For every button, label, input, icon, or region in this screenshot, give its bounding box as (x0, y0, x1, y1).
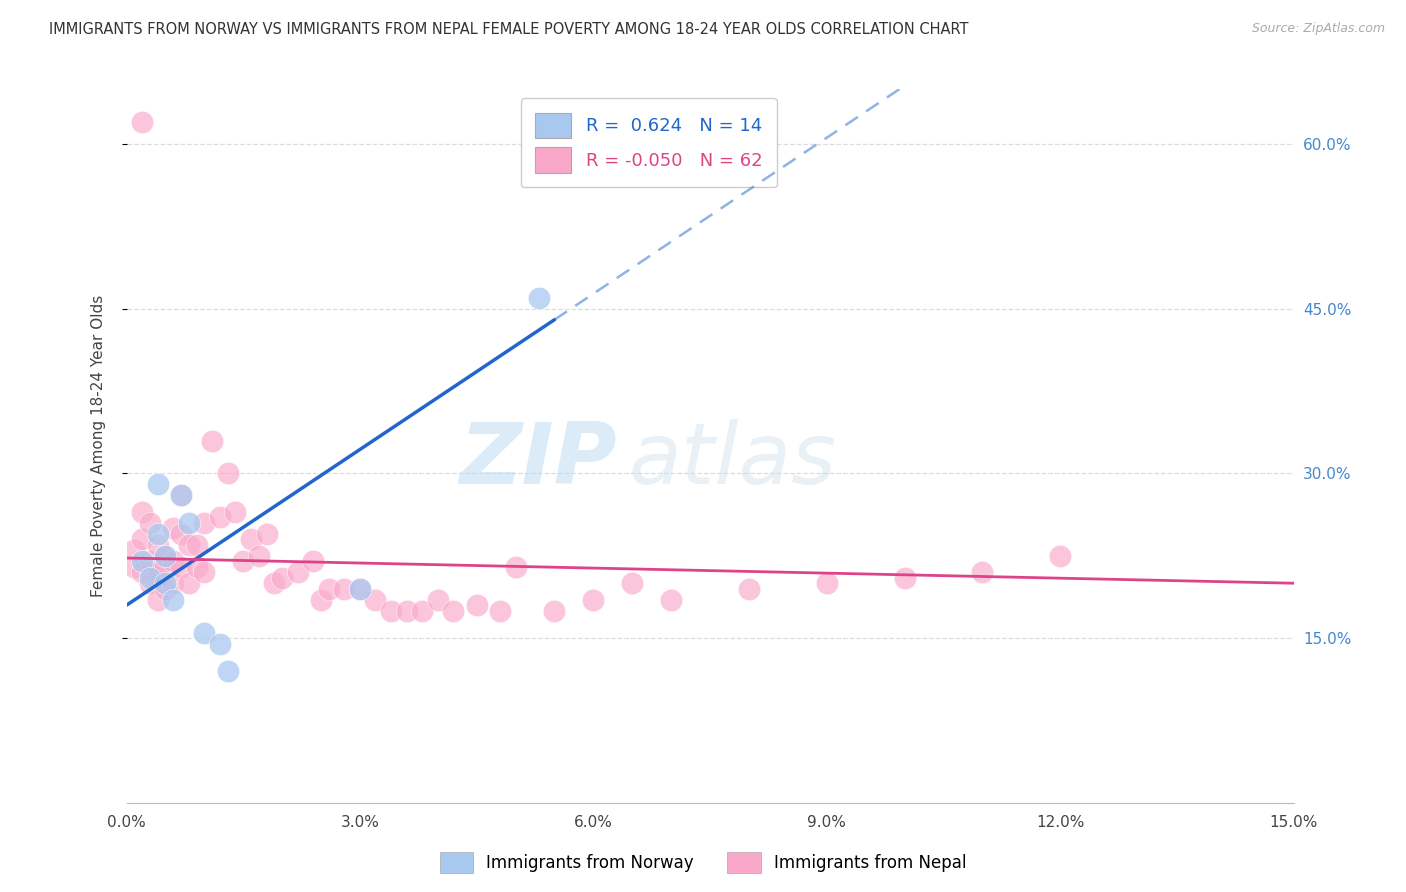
Point (302, 554, 325, 568)
Text: IMMIGRANTS FROM NORWAY VS IMMIGRANTS FROM NEPAL FEMALE POVERTY AMONG 18-24 YEAR : IMMIGRANTS FROM NORWAY VS IMMIGRANTS FRO… (49, 22, 969, 37)
Point (131, 533, 153, 547)
Point (155, 559, 177, 574)
Point (186, 559, 208, 574)
Point (349, 582, 371, 596)
Point (441, 604, 464, 618)
Point (738, 582, 761, 596)
Point (155, 549, 177, 563)
Point (489, 604, 512, 618)
Legend: R =  0.624   N = 14, R = -0.050   N = 62: R = 0.624 N = 14, R = -0.050 N = 62 (520, 98, 776, 187)
Point (582, 592, 605, 607)
Point (247, 549, 270, 563)
Point (170, 488, 193, 502)
Point (217, 467, 239, 481)
Point (271, 571, 294, 585)
Point (155, 582, 177, 596)
Point (395, 604, 418, 618)
Point (139, 571, 162, 585)
Point (170, 488, 193, 502)
Point (426, 592, 449, 607)
Point (170, 526, 193, 541)
Point (232, 554, 254, 568)
Y-axis label: Female Poverty Among 18-24 Year Olds: Female Poverty Among 18-24 Year Olds (91, 295, 105, 597)
Point (131, 566, 153, 580)
Point (124, 559, 146, 574)
Point (263, 576, 285, 591)
Point (893, 571, 915, 585)
Point (146, 526, 169, 541)
Point (224, 505, 246, 519)
Point (155, 549, 177, 563)
Point (208, 637, 231, 651)
Point (162, 521, 184, 535)
Point (162, 592, 184, 607)
Point (139, 576, 162, 591)
Point (318, 582, 340, 596)
Point (217, 664, 239, 678)
Point (543, 604, 565, 618)
Point (815, 576, 838, 591)
Point (146, 538, 169, 552)
Point (411, 604, 433, 618)
Point (256, 526, 278, 541)
Point (621, 576, 644, 591)
Point (131, 505, 153, 519)
Point (1049, 549, 1071, 563)
Point (465, 598, 488, 612)
Point (124, 543, 146, 558)
Point (162, 554, 184, 568)
Point (155, 576, 177, 591)
Point (139, 554, 162, 568)
Point (208, 510, 231, 524)
Point (131, 554, 153, 568)
Legend: Immigrants from Norway, Immigrants from Nepal: Immigrants from Norway, Immigrants from … (433, 846, 973, 880)
Point (240, 533, 263, 547)
Point (177, 576, 200, 591)
Point (364, 592, 387, 607)
Point (527, 291, 550, 305)
Point (177, 516, 200, 530)
Point (186, 538, 208, 552)
Text: atlas: atlas (628, 418, 837, 502)
Point (170, 559, 193, 574)
Point (193, 625, 215, 640)
Text: Source: ZipAtlas.com: Source: ZipAtlas.com (1251, 22, 1385, 36)
Point (505, 559, 527, 574)
Point (162, 576, 184, 591)
Point (659, 592, 682, 607)
Point (139, 566, 162, 580)
Point (380, 604, 402, 618)
Point (131, 115, 153, 129)
Point (193, 566, 215, 580)
Point (139, 516, 162, 530)
Point (972, 566, 994, 580)
Point (177, 538, 200, 552)
Point (193, 516, 215, 530)
Point (201, 434, 224, 448)
Point (146, 592, 169, 607)
Point (146, 477, 169, 491)
Point (287, 566, 309, 580)
Point (309, 592, 332, 607)
Point (333, 582, 356, 596)
Point (146, 566, 169, 580)
Text: ZIP: ZIP (458, 418, 617, 502)
Point (349, 582, 371, 596)
